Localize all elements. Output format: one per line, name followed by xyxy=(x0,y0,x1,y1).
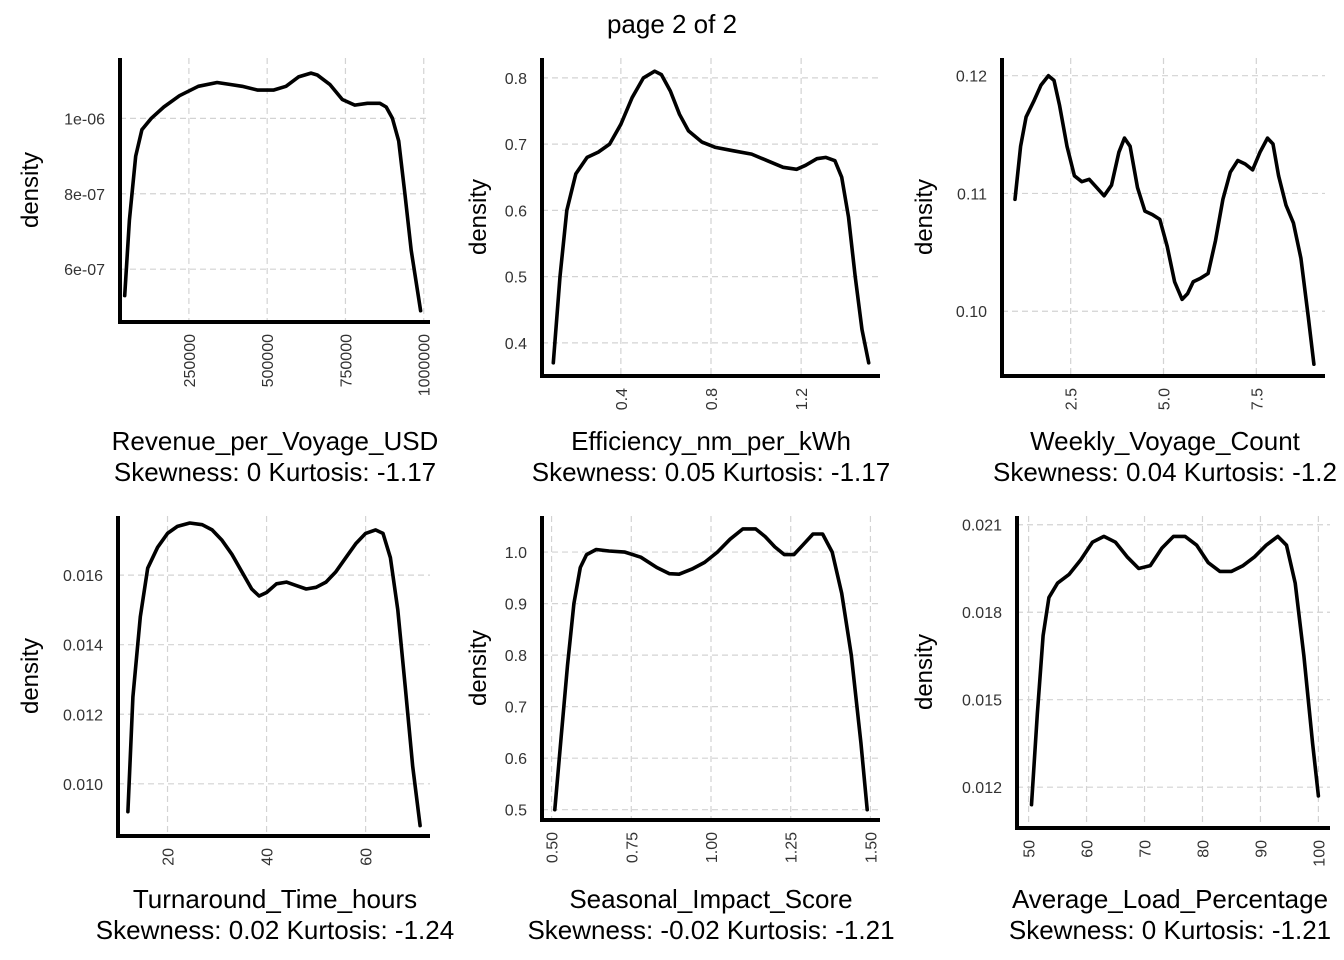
y-tick-label: 0.10 xyxy=(956,304,987,321)
y-tick-label: 1e-06 xyxy=(64,111,105,128)
panel-1: 6e-07 8e-07 1e-06 250000 500000 750000 1000000… xyxy=(17,58,438,487)
y-tick-label: 0.6 xyxy=(505,203,527,220)
x-tick-label: 0.50 xyxy=(545,832,562,863)
y-axis-label: density xyxy=(465,179,492,255)
y-axis-label: density xyxy=(911,179,938,255)
density-line xyxy=(1029,534,1321,807)
chart-subtitle: Skewness: 0 Kurtosis: -1.17 xyxy=(114,457,436,487)
panel-4: 0.010 0.012 0.014 0.016 20 40 60 density Turnaro… xyxy=(17,516,454,945)
x-tick-label: 750000 xyxy=(338,334,355,387)
x-tick-label: 1000000 xyxy=(417,334,434,396)
x-tick-label: 50 xyxy=(1022,840,1039,858)
chart-subtitle: Skewness: -0.02 Kurtosis: -1.21 xyxy=(527,915,894,945)
y-tick-label: 0.9 xyxy=(505,597,527,614)
chart-subtitle: Skewness: 0.05 Kurtosis: -1.17 xyxy=(532,457,890,487)
y-axis-label: density xyxy=(911,634,938,710)
y-tick-label: 0.12 xyxy=(956,69,987,86)
x-tick-label: 70 xyxy=(1138,840,1155,858)
density-line xyxy=(1013,73,1316,367)
x-tick-label: 5.0 xyxy=(1157,388,1174,410)
page-title: page 2 of 2 xyxy=(607,9,737,39)
y-tick-label: 0.015 xyxy=(962,693,1002,710)
y-tick-label: 0.012 xyxy=(63,707,103,724)
chart-subtitle: Skewness: 0 Kurtosis: -1.21 xyxy=(1009,915,1331,945)
x-tick-label: 60 xyxy=(359,848,376,866)
panel-3: 0.10 0.11 0.12 2.5 5.0 7.5 density Weekly_Voyag… xyxy=(911,58,1337,487)
x-axis-label: Seasonal_Impact_Score xyxy=(569,884,852,914)
density-line xyxy=(122,71,423,313)
panel-2: 0.4 0.5 0.6 0.7 0.8 0.4 0.8 1.2 density Efficienc… xyxy=(465,58,890,487)
y-axis-label: density xyxy=(17,638,44,714)
y-tick-label: 0.021 xyxy=(962,518,1002,535)
x-tick-label: 1.50 xyxy=(863,832,880,863)
x-tick-label: 2.5 xyxy=(1064,388,1081,410)
y-tick-label: 0.7 xyxy=(505,700,527,717)
x-tick-label: 60 xyxy=(1080,840,1097,858)
x-tick-label: 0.4 xyxy=(614,388,631,410)
x-axis-label: Weekly_Voyage_Count xyxy=(1030,426,1301,456)
x-tick-label: 0.75 xyxy=(624,832,641,863)
y-tick-label: 0.014 xyxy=(63,638,103,655)
y-tick-label: 0.6 xyxy=(505,751,527,768)
y-tick-label: 0.016 xyxy=(63,568,103,585)
x-tick-label: 40 xyxy=(260,848,277,866)
y-tick-label: 0.010 xyxy=(63,777,103,794)
x-tick-label: 20 xyxy=(161,848,178,866)
y-axis-label: density xyxy=(17,152,44,228)
y-tick-label: 0.11 xyxy=(957,186,987,203)
x-tick-label: 100 xyxy=(1311,840,1328,867)
y-tick-label: 1.0 xyxy=(505,545,527,562)
x-tick-label: 500000 xyxy=(260,334,277,387)
x-tick-label: 7.5 xyxy=(1249,388,1266,410)
x-tick-label: 1.2 xyxy=(794,388,811,410)
y-tick-label: 6e-07 xyxy=(64,262,105,279)
y-tick-label: 0.018 xyxy=(962,605,1002,622)
x-tick-label: 80 xyxy=(1195,840,1212,858)
x-tick-label: 1.00 xyxy=(704,832,721,863)
x-tick-label: 90 xyxy=(1253,840,1270,858)
chart-subtitle: Skewness: 0.02 Kurtosis: -1.24 xyxy=(96,915,454,945)
density-line xyxy=(552,527,870,812)
x-axis-label: Turnaround_Time_hours xyxy=(133,884,417,914)
panel-6: 0.012 0.015 0.018 0.021 50 60 70 80 90 100 density… xyxy=(911,516,1331,945)
x-tick-label: 0.8 xyxy=(704,388,721,410)
x-axis-label: Revenue_per_Voyage_USD xyxy=(112,426,439,456)
x-tick-label: 1.25 xyxy=(784,832,801,863)
y-tick-label: 8e-07 xyxy=(64,187,105,204)
y-tick-label: 0.012 xyxy=(962,780,1002,797)
x-tick-label: 250000 xyxy=(182,334,199,387)
y-tick-label: 0.5 xyxy=(505,270,527,287)
x-axis-label: Efficiency_nm_per_kWh xyxy=(571,426,851,456)
y-tick-label: 0.8 xyxy=(505,71,527,88)
y-tick-label: 0.5 xyxy=(505,803,527,820)
y-tick-label: 0.4 xyxy=(505,336,527,353)
density-line xyxy=(126,521,422,828)
density-line xyxy=(551,69,871,365)
panel-5: 0.5 0.6 0.7 0.8 0.9 1.0 0.50 0.75 1.00 1.25 1.50 de… xyxy=(465,516,895,945)
y-tick-label: 0.8 xyxy=(505,648,527,665)
x-axis-label: Average_Load_Percentage xyxy=(1012,884,1328,914)
y-axis-label: density xyxy=(465,630,492,706)
y-tick-label: 0.7 xyxy=(505,137,527,154)
chart-subtitle: Skewness: 0.04 Kurtosis: -1.2 xyxy=(993,457,1337,487)
